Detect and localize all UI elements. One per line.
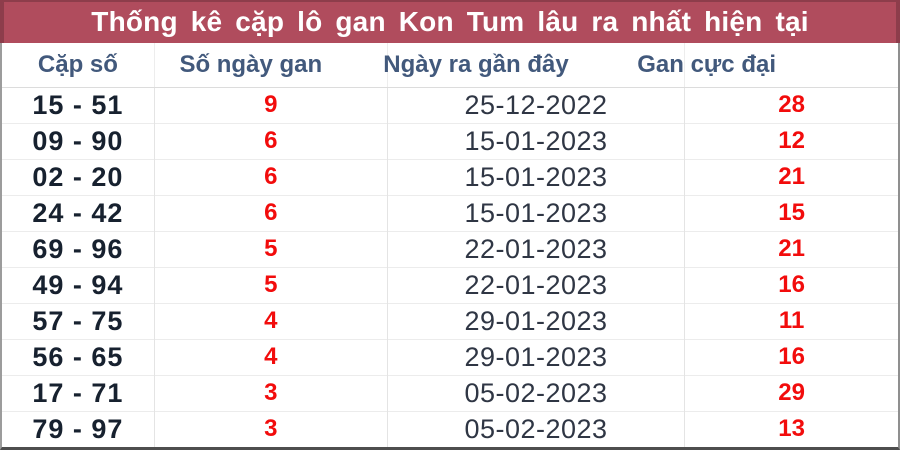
pair-cell: 69 - 96 [2, 230, 155, 267]
max-gan-cell: 16 [684, 338, 898, 375]
table-header: Cặp số Số ngày gan Ngày ra gần đây Gan c… [2, 43, 898, 88]
col-header-gan-days-label: Số ngày gan [179, 50, 323, 78]
last-date-cell: 15-01-2023 [386, 122, 685, 159]
col-header-last-date-label: Ngày ra gần đây [383, 50, 569, 78]
panel-title: Thống kê cặp lô gan Kon Tum lâu ra nhất … [0, 0, 900, 43]
gan-days-cell: 6 [153, 194, 388, 231]
last-date-cell: 29-01-2023 [386, 302, 685, 339]
table-row: 79 - 97 3 05-02-2023 13 [2, 410, 898, 447]
gan-days-cell: 6 [153, 122, 388, 159]
pair-cell: 17 - 71 [2, 374, 155, 411]
table-row: 57 - 75 4 29-01-2023 11 [2, 302, 898, 339]
col-header-last-date: Ngày ra gần đây [383, 43, 685, 88]
table-row: 69 - 96 5 22-01-2023 21 [2, 230, 898, 267]
last-date-cell: 22-01-2023 [386, 266, 685, 303]
max-gan-cell: 11 [684, 302, 898, 339]
table-row: 17 - 71 3 05-02-2023 29 [2, 374, 898, 411]
pair-cell: 15 - 51 [32, 89, 124, 120]
gan-days-cell: 9 [153, 87, 388, 123]
table-row: 02 - 20 6 15-01-2023 21 [2, 158, 898, 195]
stats-table-wrapper: Cặp số Số ngày gan Ngày ra gần đây Gan c… [0, 43, 900, 450]
table-row: 56 - 65 4 29-01-2023 16 [2, 338, 898, 375]
max-gan-cell: 29 [684, 374, 898, 411]
gan-days-cell: 5 [153, 266, 388, 303]
last-date-cell: 29-01-2023 [386, 338, 685, 375]
max-gan-cell: 13 [684, 410, 898, 447]
table-row: 24 - 42 6 15-01-2023 15 [2, 194, 898, 231]
gan-pairs-table: Cặp số Số ngày gan Ngày ra gần đây Gan c… [2, 43, 898, 447]
table-row: 15 - 51 9 25-12-2022 28 [2, 87, 898, 123]
pair-cell: 57 - 75 [2, 302, 155, 339]
max-gan-cell: 12 [684, 122, 898, 159]
last-date-cell: 05-02-2023 [386, 374, 685, 411]
last-date-cell: 05-02-2023 [386, 410, 685, 447]
max-gan-cell: 21 [684, 230, 898, 267]
col-header-gan-days: Số ngày gan [153, 43, 388, 88]
pair-cell: 56 - 65 [2, 338, 155, 375]
gan-days-cell: 3 [153, 374, 388, 411]
last-date-cell: 22-01-2023 [386, 230, 685, 267]
pair-cell: 02 - 20 [2, 158, 155, 195]
max-gan-cell: 16 [684, 266, 898, 303]
gan-days-cell: 4 [153, 338, 388, 375]
gan-days-cell: 4 [153, 302, 388, 339]
gan-days-cell: 6 [153, 158, 388, 195]
col-header-pair: Cặp số [2, 43, 155, 88]
table-row: 09 - 90 6 15-01-2023 12 [2, 122, 898, 159]
table-row: 49 - 94 5 22-01-2023 16 [2, 266, 898, 303]
col-header-pair-label: Cặp số [37, 50, 118, 78]
pair-cell: 09 - 90 [2, 122, 155, 159]
pair-cell: 79 - 97 [2, 410, 155, 447]
pair-cell: 24 - 42 [2, 194, 155, 231]
table-body: 15 - 51 9 25-12-2022 28 09 - 90 6 15-01-2023 12… [2, 87, 898, 447]
max-gan-cell: 15 [684, 194, 898, 231]
gan-days-cell: 3 [153, 410, 388, 447]
last-date-cell: 15-01-2023 [386, 158, 685, 195]
max-gan-cell: 21 [684, 158, 898, 195]
col-header-max-gan: Gan cực đại [637, 43, 898, 88]
last-date-cell: 15-01-2023 [386, 194, 685, 231]
gan-days-cell: 5 [153, 230, 388, 267]
col-header-max-gan-label: Gan cực đại [637, 50, 776, 78]
pair-cell: 49 - 94 [2, 266, 155, 303]
last-date-cell: 25-12-2022 [386, 87, 685, 123]
max-gan-cell: 28 [684, 87, 898, 123]
